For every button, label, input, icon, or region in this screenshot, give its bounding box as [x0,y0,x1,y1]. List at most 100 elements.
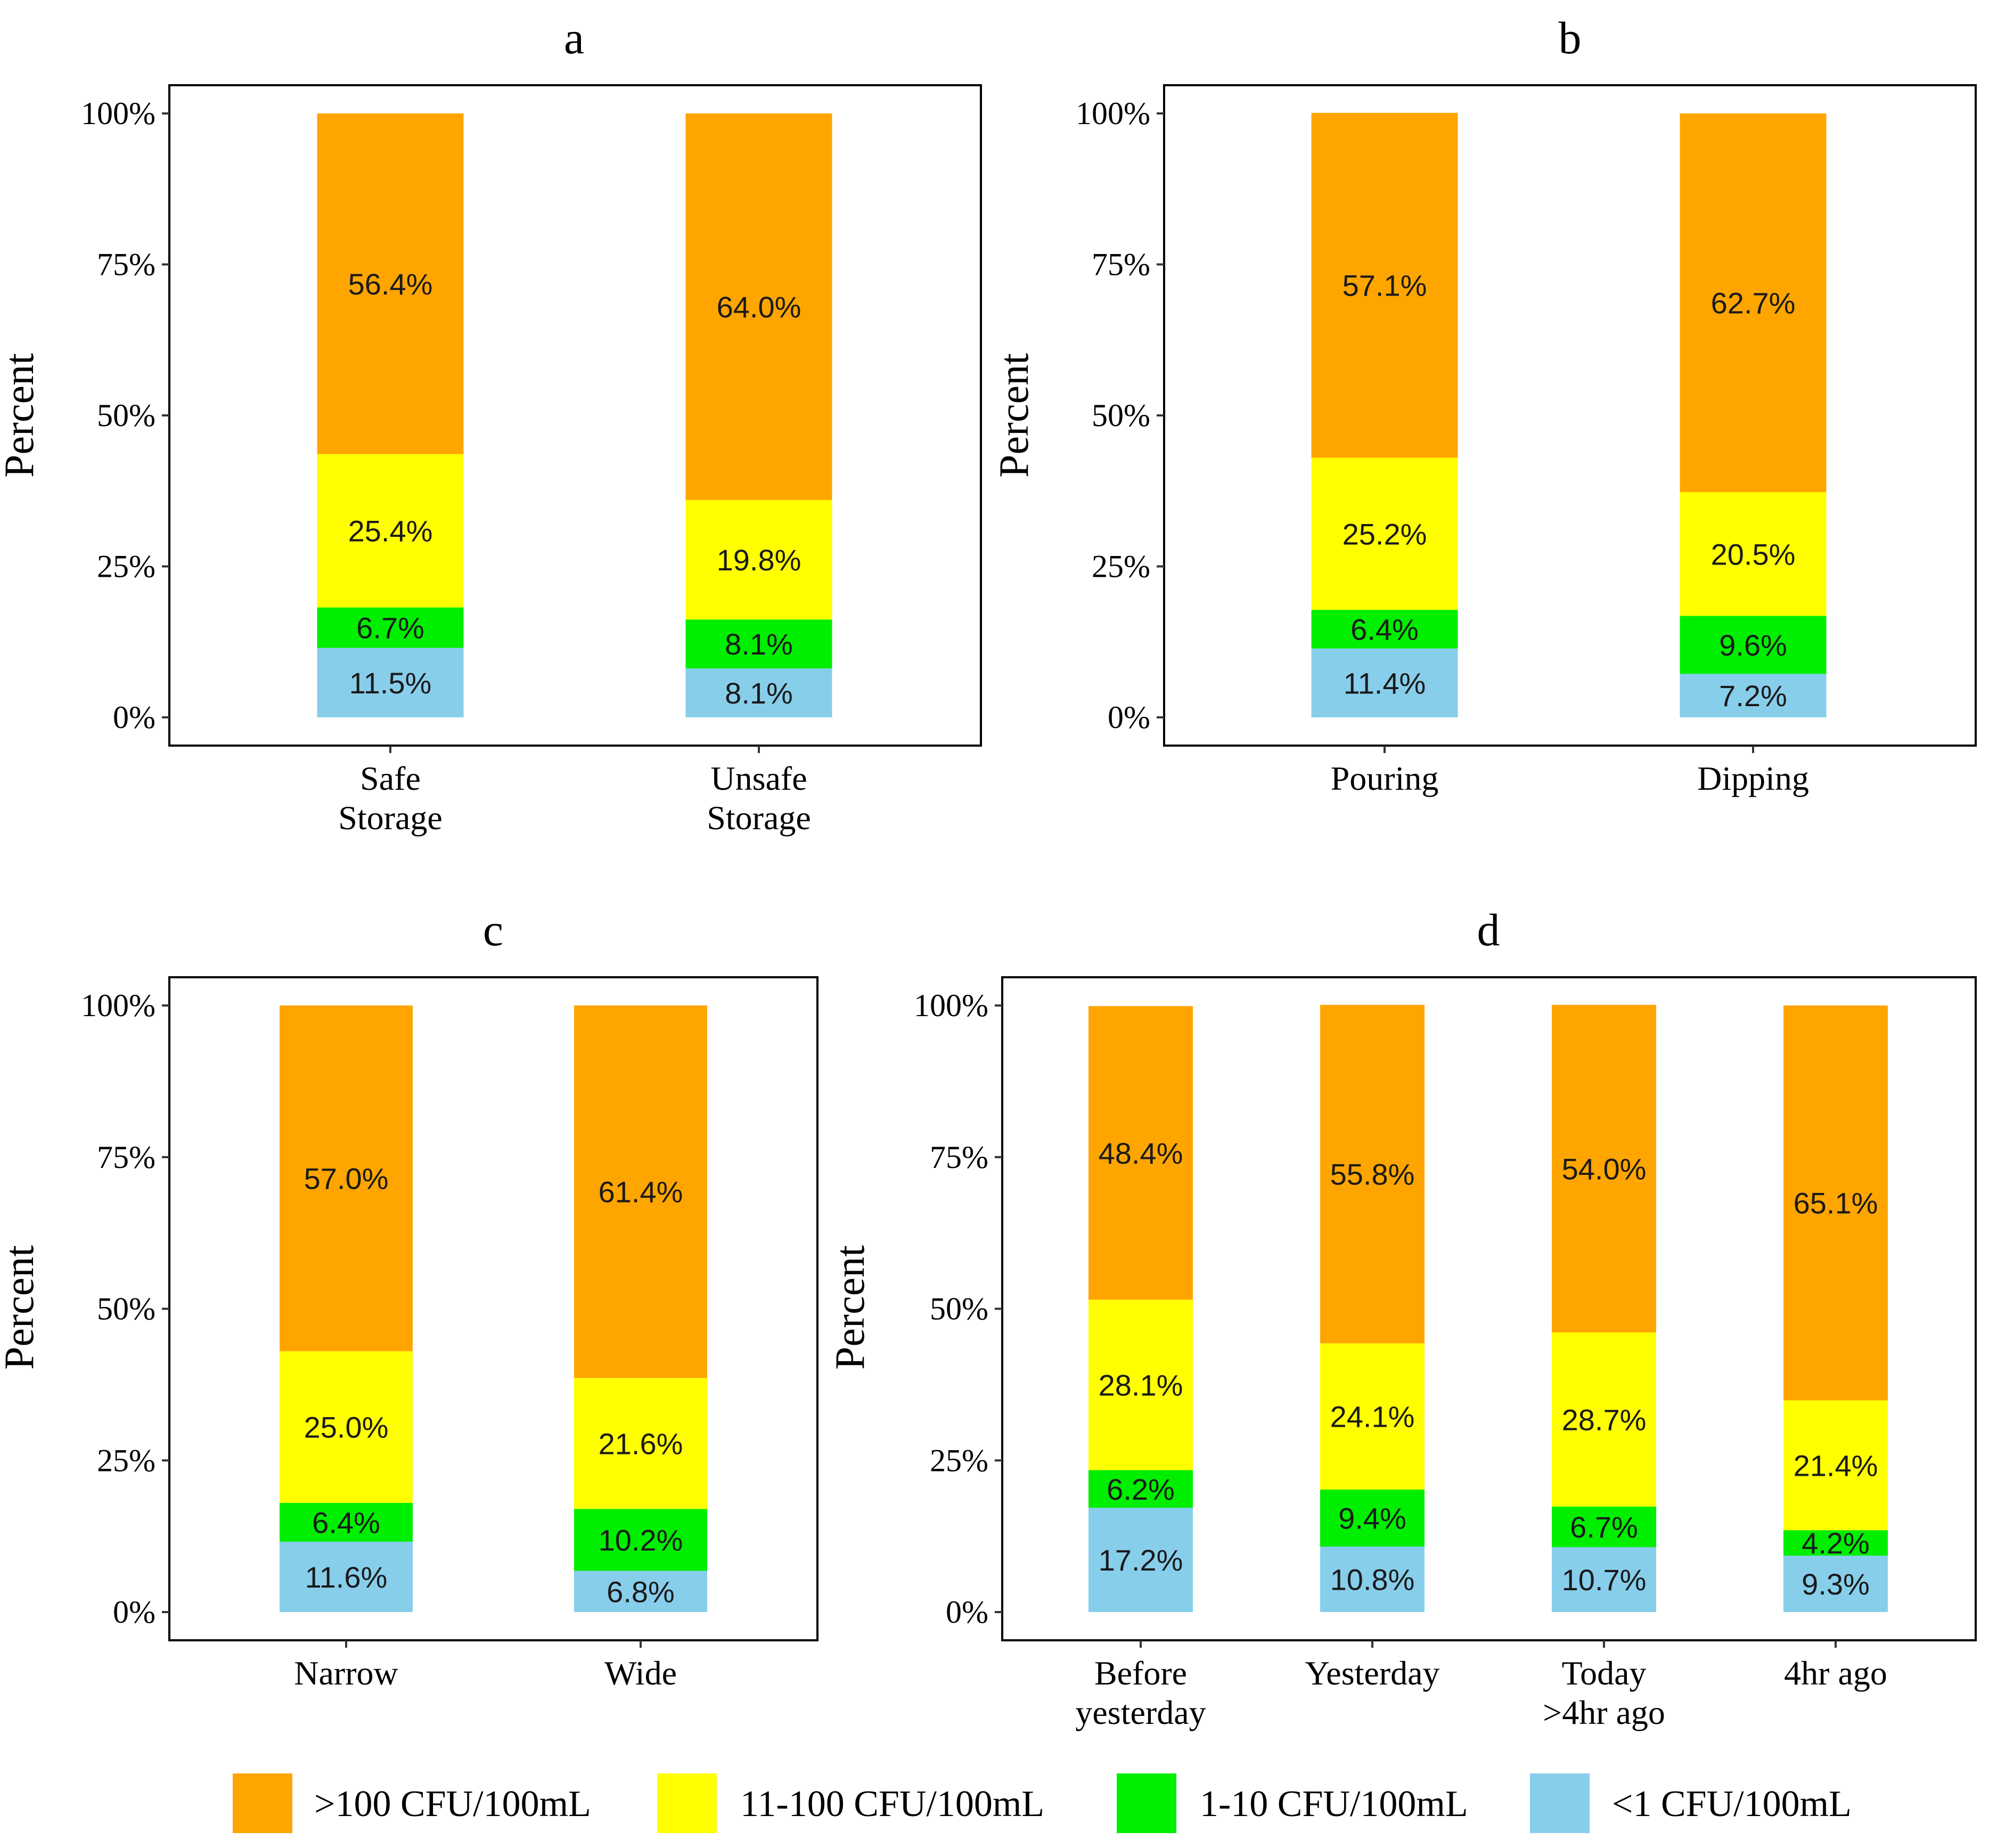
bar-segment [280,1541,413,1612]
y-tick-label: 0% [1108,700,1150,735]
plot-frame [168,84,982,747]
data-label: 61.4% [599,1175,683,1209]
x-category-label: Wide [604,1654,677,1692]
bar-segment [1680,113,1827,493]
bar-segment [1320,1546,1425,1612]
data-label: 6.8% [607,1575,675,1608]
bar-segment [1680,492,1827,616]
y-tick-label: 50% [930,1291,988,1327]
data-label: 25.0% [304,1411,389,1444]
data-label: 20.5% [1711,537,1796,571]
bar-segment [1320,1343,1425,1490]
bar-segment [1311,457,1458,610]
legend-key [1117,1773,1176,1833]
y-tick-label: 75% [1092,247,1150,282]
data-label: 57.0% [304,1162,389,1196]
legend-key [233,1773,292,1833]
legend-label: >100 CFU/100mL [314,1784,591,1825]
bar-segment [317,454,464,608]
data-label: 9.3% [1802,1567,1870,1601]
y-axis-label: Percent [0,1245,42,1370]
y-tick-label: 0% [113,1594,155,1630]
bar-segment [1783,1005,1888,1401]
x-category-label: Dipping [1697,759,1809,797]
bar-segment [685,668,832,717]
x-category-label: Today >4hr ago [1543,1654,1665,1731]
plot-frame [1163,84,1977,747]
bar-segment [1320,1004,1425,1344]
data-label: 21.4% [1794,1449,1878,1482]
panel-a: a Percent 0% 25% 50% 75% 100% 11.5% 6.7% 25.4% 56.… [0,12,982,837]
x-category-label: Before yesterday [1075,1654,1206,1731]
data-label: 64.0% [717,290,801,324]
y-axis-label: Percent [826,1245,873,1370]
plot-frame [168,976,818,1641]
bar-segment [1552,1547,1656,1612]
y-tick-label: 75% [97,247,155,282]
bar-segment [685,500,832,620]
bar-segment [1680,674,1827,717]
panel-title: a [564,12,584,63]
data-label: 10.2% [599,1523,683,1557]
bar-segment [317,607,464,648]
bar-segment [1320,1489,1425,1547]
bar-segment [280,1502,413,1542]
data-label: 62.7% [1711,287,1796,320]
bar-segment [1311,112,1458,458]
panel-title: c [483,904,503,955]
y-axis-label: Percent [0,353,42,478]
panel-title: d [1477,904,1500,955]
y-tick-label: 25% [930,1443,988,1478]
legend-key [657,1773,717,1833]
bar-segment [1552,1332,1656,1507]
bar-segment [574,1509,707,1571]
y-tick-label: 100% [1076,96,1150,131]
y-tick-label: 25% [97,549,155,584]
data-label: 6.7% [1570,1510,1638,1544]
panel-title: b [1559,12,1582,63]
y-tick-label: 25% [97,1443,155,1478]
panel-b: b Percent 0% 25% 50% 75% 100% 11.4% 6.4% 25.2% 57.… [991,12,1977,797]
data-label: 55.8% [1330,1158,1415,1191]
bar-segment [1552,1004,1656,1332]
bar-segment [685,619,832,669]
data-label: 28.7% [1562,1403,1647,1436]
x-category-label: Pouring [1331,759,1439,797]
data-label: 10.8% [1330,1563,1415,1596]
bar-segment [317,648,464,717]
data-label: 21.6% [599,1427,683,1460]
y-tick-label: 75% [97,1140,155,1175]
y-tick-label: 100% [914,988,988,1023]
data-label: 25.2% [1343,517,1427,551]
data-label: 8.1% [725,627,793,661]
bar-segment [574,1571,707,1612]
data-label: 56.4% [348,267,433,301]
data-label: 19.8% [717,543,801,577]
bar-segment [1552,1506,1656,1548]
y-tick-label: 50% [1092,398,1150,433]
bar-segment [685,113,832,500]
bar-segment [1680,616,1827,674]
bar-segment [1088,1508,1193,1612]
y-axis-label: Percent [991,353,1037,478]
y-tick-label: 50% [97,398,155,433]
bar-segment [317,113,464,454]
data-label: 24.1% [1330,1400,1415,1434]
bar-segment [1783,1556,1888,1612]
data-label: 11.6% [305,1560,388,1594]
data-label: 57.1% [1343,269,1427,302]
data-label: 65.1% [1794,1187,1878,1220]
panel-c: c Percent 0% 25% 50% 75% 100% 11.6% 6.4% 25.0% 57.… [0,904,818,1692]
data-label: 7.2% [1719,679,1787,713]
legend-label: 1-10 CFU/100mL [1200,1784,1468,1825]
data-label: 6.7% [356,611,424,645]
data-label: 54.0% [1562,1152,1647,1185]
bar-segment [1311,648,1458,717]
data-label: 9.4% [1338,1501,1406,1535]
x-category-label: Safe Storage [338,759,443,837]
data-label: 28.1% [1099,1368,1183,1402]
data-label: 8.1% [725,676,793,710]
panel-d: d Percent 0% 25% 50% 75% 100% 17.2% 6.2% 28.1% 48.… [826,904,1977,1731]
bar-segment [280,1351,413,1503]
